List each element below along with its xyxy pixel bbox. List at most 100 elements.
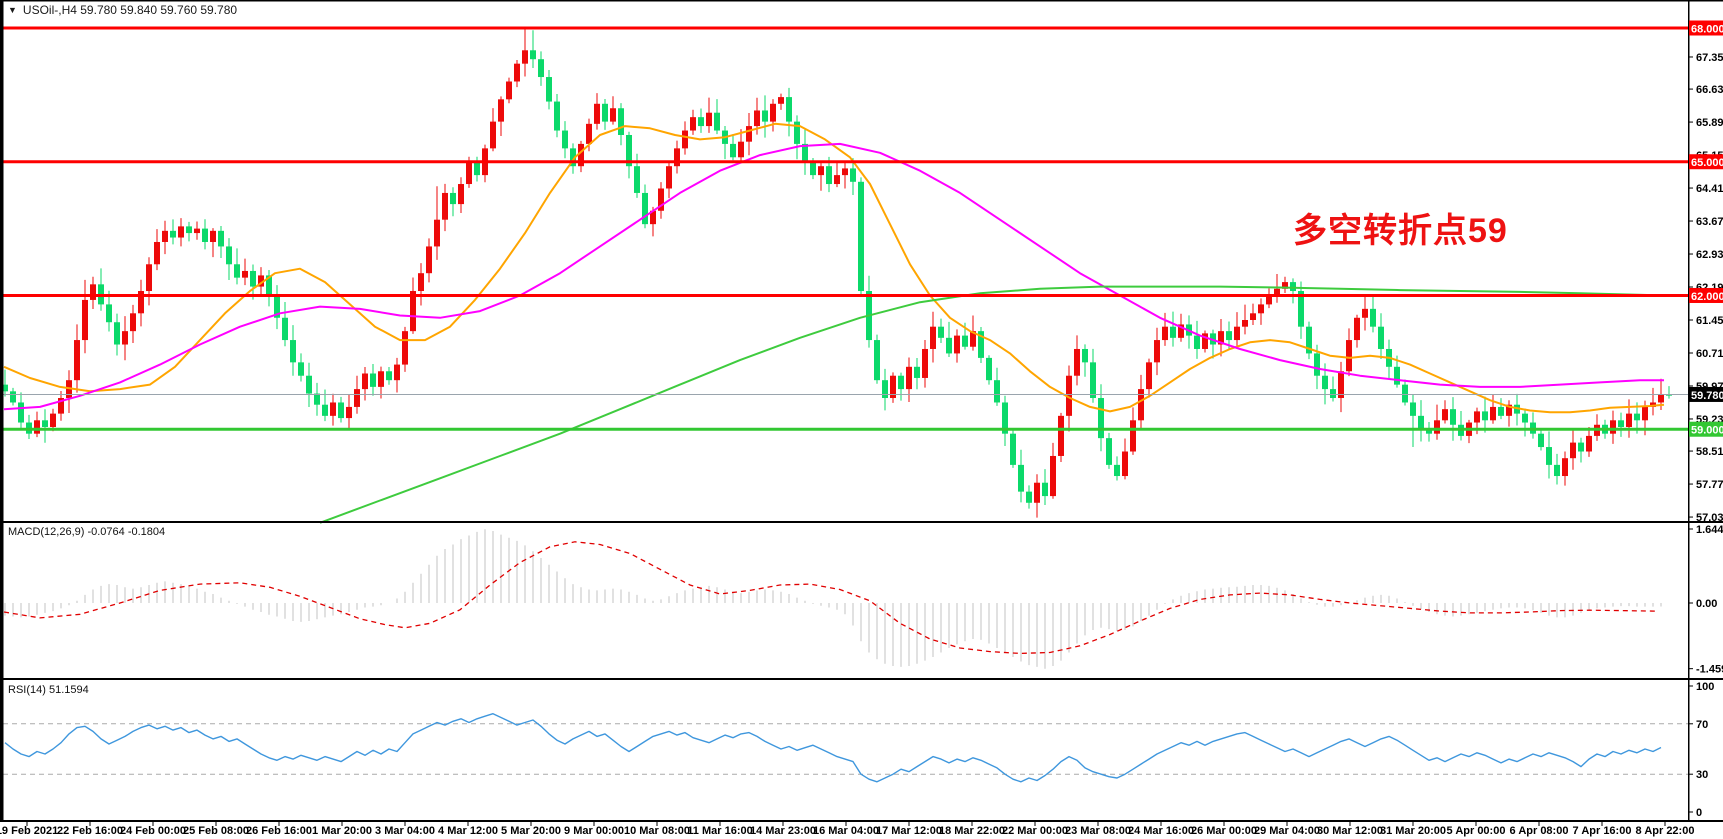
candle: [506, 77, 512, 104]
candle: [1650, 387, 1656, 416]
candle-body-up: [1130, 420, 1136, 452]
candle: [706, 97, 712, 133]
candle: [482, 144, 488, 183]
candle-body-down: [810, 161, 816, 176]
candle-body-down: [1554, 464, 1560, 477]
price-badge-pivot-62: 62.000: [1689, 287, 1723, 303]
candle: [1002, 395, 1008, 446]
candle-body-up: [1250, 313, 1256, 320]
candle-body-down: [1578, 442, 1584, 452]
candles-group: [2, 28, 1672, 518]
candle-body-down: [314, 393, 320, 405]
symbol-dropdown-icon[interactable]: ▼: [8, 5, 17, 15]
candle: [794, 115, 800, 160]
price-badge-value: 62.000: [1691, 291, 1723, 303]
candle-body-down: [1450, 409, 1456, 425]
candle: [1130, 407, 1136, 455]
candle-body-up: [162, 230, 168, 242]
price-badge-value: 65.000: [1691, 157, 1723, 169]
candle-body-down: [1290, 282, 1296, 292]
candle-body-down: [266, 275, 272, 296]
candle-body-up: [346, 406, 352, 419]
candle: [1578, 437, 1584, 463]
candle: [674, 140, 680, 174]
date-axis-label: 24 Feb 00:00: [120, 825, 186, 837]
candle: [562, 121, 568, 159]
candle-body-down: [42, 420, 48, 427]
candle-body-up: [1282, 282, 1288, 289]
candle-body-down: [794, 121, 800, 144]
candle-body-down: [698, 117, 704, 127]
candle-body-down: [250, 270, 256, 287]
candle: [386, 367, 392, 385]
candle-body-up: [754, 110, 760, 127]
candle: [1554, 453, 1560, 485]
candle: [626, 131, 632, 179]
candle: [1498, 398, 1504, 420]
candle: [106, 290, 112, 332]
candle: [1210, 329, 1216, 359]
candle-body-up: [1138, 389, 1144, 421]
candle: [1610, 410, 1616, 444]
price-badge-resistance-65: 65.000: [1689, 154, 1723, 170]
candle: [1154, 327, 1160, 376]
candle: [1362, 296, 1368, 331]
candle-body-down: [1322, 375, 1328, 390]
price-badge-current-price: 59.780: [1689, 386, 1723, 402]
candle: [1378, 313, 1384, 359]
candle: [122, 316, 128, 361]
candle: [770, 99, 776, 132]
price-axis[interactable]: 67.35066.63065.89065.15064.41063.67062.9…: [1688, 20, 1723, 525]
candle-body-down: [1042, 482, 1048, 497]
rsi-indicator-label: RSI(14) 51.1594: [8, 684, 89, 696]
candle: [1290, 278, 1296, 304]
candle-body-down: [530, 50, 536, 60]
candle: [858, 177, 864, 297]
candle: [10, 387, 16, 406]
candle: [1506, 400, 1512, 427]
date-axis-label: 7 Apr 16:00: [1573, 825, 1632, 837]
candle: [1026, 485, 1032, 509]
candle-body-up: [1658, 394, 1664, 403]
candle-body-down: [946, 337, 952, 354]
candle: [242, 258, 248, 286]
candle-body-down: [274, 295, 280, 318]
date-axis-label: 6 Apr 08:00: [1510, 825, 1569, 837]
candle: [714, 99, 720, 135]
candle: [890, 372, 896, 403]
candle-body-down: [1402, 384, 1408, 403]
candle: [1346, 328, 1352, 377]
candle: [930, 311, 936, 363]
date-axis-label: 3 Mar 04:00: [375, 825, 435, 837]
candle-body-up: [1162, 326, 1168, 341]
candle: [1450, 397, 1456, 441]
candle-body-up: [1346, 340, 1352, 372]
symbol-ohlc-title: USOil-,H4 59.780 59.840 59.760 59.780: [22, 3, 238, 17]
candle: [1010, 428, 1016, 468]
date-axis-label: 1 Mar 20:00: [312, 825, 372, 837]
candle: [130, 304, 136, 344]
candle: [450, 187, 456, 217]
date-axis-label: 16 Mar 04:00: [813, 825, 879, 837]
candle: [1482, 396, 1488, 433]
price-axis-label: 67.350: [1696, 52, 1723, 64]
price-badge-support-59: 59.000: [1689, 421, 1723, 437]
candle: [698, 108, 704, 133]
candle: [58, 390, 64, 421]
candle: [1386, 339, 1392, 380]
candle: [978, 327, 984, 363]
candle: [1194, 320, 1200, 359]
candle-body-down: [306, 375, 312, 394]
candle-body-up: [1506, 404, 1512, 416]
candle-body-up: [522, 50, 528, 64]
candle: [690, 109, 696, 135]
candle: [314, 382, 320, 416]
candle: [210, 228, 216, 258]
axis-border: [1688, 0, 1690, 822]
candle-body-down: [1634, 413, 1640, 421]
candle: [1402, 379, 1408, 406]
candle: [1530, 412, 1536, 439]
price-badge-bg: [1689, 154, 1723, 170]
